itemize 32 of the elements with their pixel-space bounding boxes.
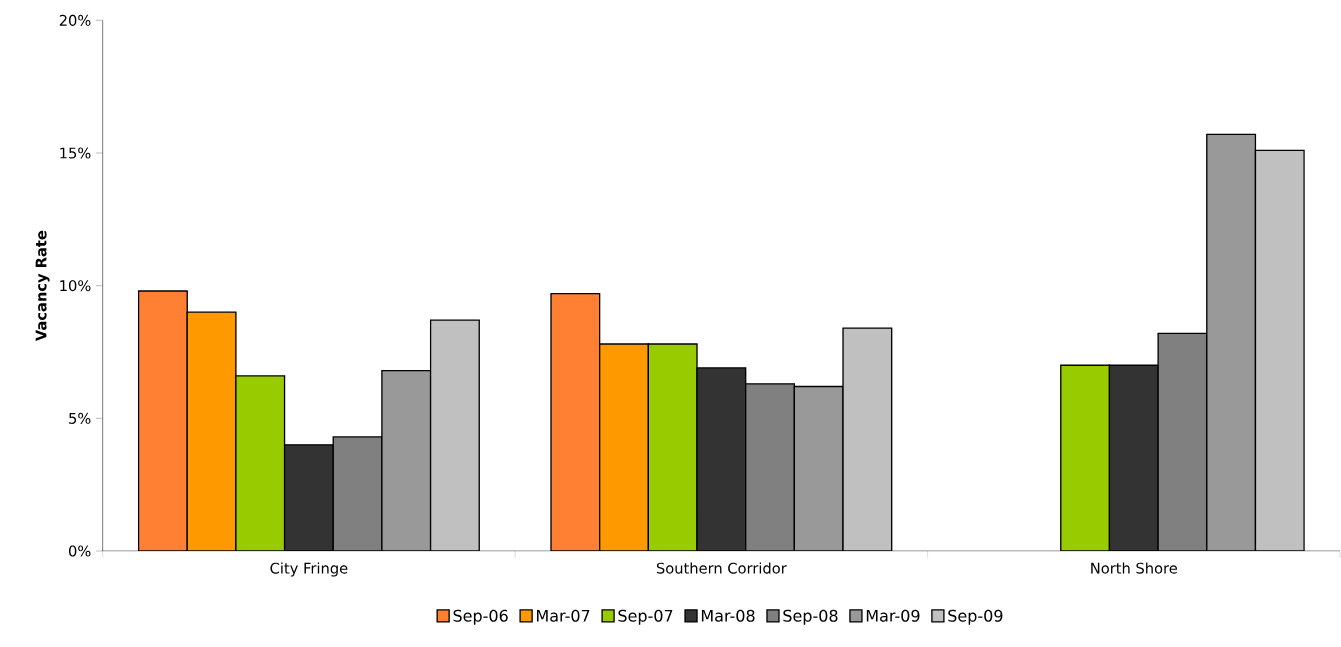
bar — [599, 343, 650, 551]
legend-label: Mar-08 — [701, 609, 755, 622]
legend-label: Sep-09 — [948, 609, 1003, 625]
bar — [186, 311, 237, 551]
y-tick-label: 10% — [60, 280, 91, 292]
legend-label: Sep-08 — [783, 609, 838, 625]
y-tick-label: 20% — [59, 14, 91, 26]
bar — [429, 319, 480, 551]
y-tick-label: 15% — [60, 147, 91, 159]
x-tick-label: City Fringe — [270, 562, 348, 577]
bar — [332, 436, 383, 551]
bar — [793, 385, 844, 551]
bar — [1060, 364, 1111, 551]
bar — [1157, 332, 1208, 551]
bar — [550, 292, 601, 551]
bar — [647, 343, 698, 551]
legend-label: Sep-07 — [618, 609, 673, 625]
legend-label: Sep-06 — [453, 609, 508, 625]
bar — [1206, 133, 1257, 551]
x-tick-label: Southern Corridor — [656, 562, 787, 574]
legend-label: Mar-09 — [866, 609, 920, 622]
legend-label: Mar-07 — [537, 609, 590, 622]
bar — [745, 383, 796, 551]
y-tick-label: 0% — [68, 545, 91, 557]
y-axis-title: Vacancy Rate — [35, 230, 50, 342]
bar — [235, 375, 286, 551]
bar — [137, 290, 188, 551]
bar — [842, 327, 893, 551]
y-tick-label: 5% — [69, 412, 91, 424]
bar — [1254, 149, 1305, 551]
x-tick-label: North Shore — [1091, 562, 1178, 574]
bar — [381, 369, 432, 551]
